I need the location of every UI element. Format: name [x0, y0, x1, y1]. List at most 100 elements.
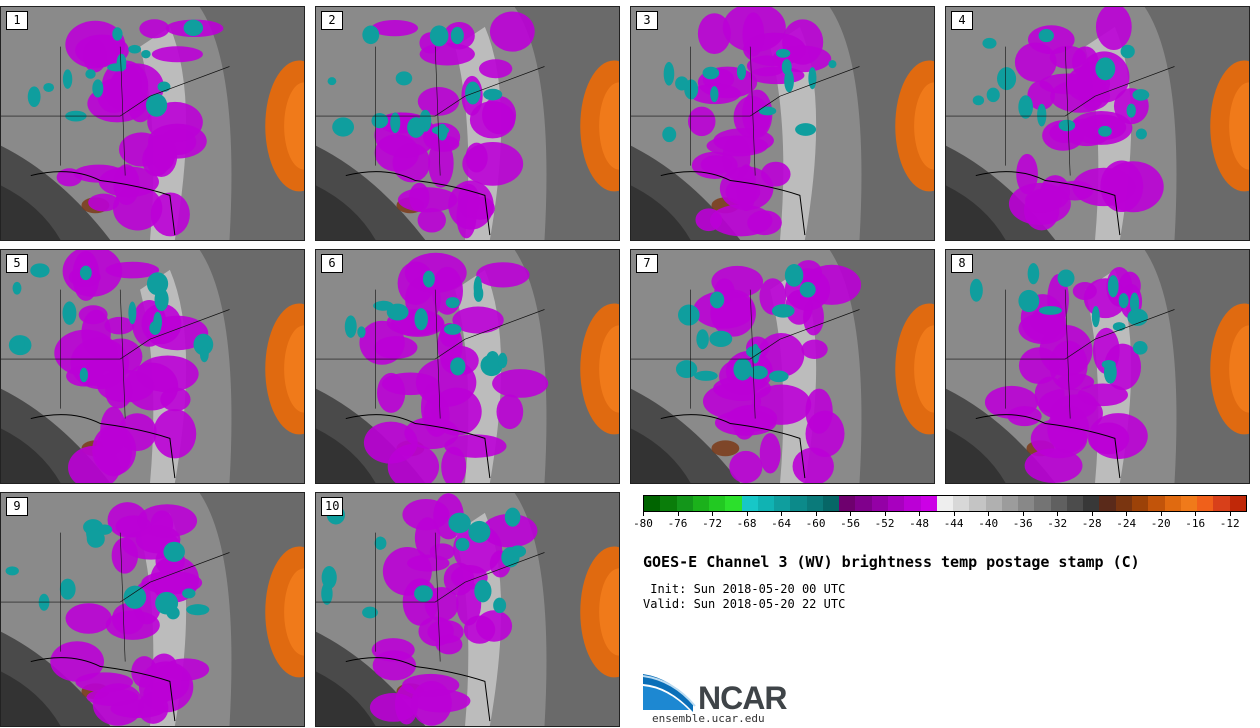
- valid-time: Valid: Sun 2018-05-20 22 UTC: [643, 597, 846, 611]
- init-time: Init: Sun 2018-05-20 00 UTC: [643, 582, 846, 596]
- satellite-image: [316, 250, 619, 483]
- colorbar-swatch: [741, 496, 758, 511]
- satellite-image: [1, 493, 304, 726]
- colorbar-tick-label: -80: [633, 517, 653, 530]
- satellite-image: [316, 493, 619, 726]
- colorbar-swatch: [1197, 496, 1214, 511]
- colorbar-swatch: [644, 496, 661, 511]
- satellite-image: [1, 7, 304, 240]
- panel-number: 1: [6, 11, 28, 30]
- colorbar-tick-label: -16: [1185, 517, 1206, 530]
- colorbar-tick-label: -24: [1116, 517, 1137, 530]
- colorbar-swatch: [1083, 496, 1100, 511]
- colorbar-swatch: [855, 496, 872, 511]
- logo-url: ensemble.ucar.edu: [652, 712, 765, 725]
- colorbar: [643, 495, 1247, 512]
- colorbar-tick: [988, 512, 990, 516]
- panel-number: 5: [6, 254, 28, 273]
- colorbar-tick-label: -60: [805, 517, 826, 530]
- colorbar-tick: [919, 512, 921, 516]
- satellite-image: [946, 7, 1249, 240]
- colorbar-swatch: [871, 496, 888, 511]
- colorbar-tick: [953, 512, 955, 516]
- colorbar-tick: [884, 512, 886, 516]
- colorbar-tick: [1160, 512, 1162, 516]
- colorbar-swatch: [1148, 496, 1165, 511]
- postage-stamp-panel-2: 2: [315, 6, 620, 241]
- colorbar-swatch: [790, 496, 807, 511]
- postage-stamp-panel-9: 9: [0, 492, 305, 727]
- colorbar-swatch: [887, 496, 905, 511]
- colorbar-swatch: [936, 496, 954, 511]
- panel-number: 4: [951, 11, 973, 30]
- colorbar-swatch: [1213, 496, 1230, 511]
- colorbar-swatch: [969, 496, 986, 511]
- ncar-logo-icon: [643, 674, 696, 712]
- panel-number: 2: [321, 11, 343, 30]
- colorbar-swatch: [806, 496, 823, 511]
- colorbar-tick-label: -44: [943, 517, 964, 530]
- colorbar-tick-label: -20: [1150, 517, 1171, 530]
- satellite-image: [1, 250, 304, 483]
- colorbar-swatch: [774, 496, 791, 511]
- colorbar-swatch: [1034, 496, 1051, 511]
- panel-number: 9: [6, 497, 28, 516]
- logo-wordmark: NCAR: [698, 680, 787, 716]
- colorbar-tick-label: -76: [667, 517, 688, 530]
- colorbar-swatch: [757, 496, 775, 511]
- colorbar-tick-label: -68: [736, 517, 757, 530]
- colorbar-tick: [815, 512, 817, 516]
- colorbar-swatch: [904, 496, 921, 511]
- colorbar-tick: [677, 512, 679, 516]
- panel-number: 8: [951, 254, 973, 273]
- colorbar-ticks: -80 -76 -72 -68 -64 -60 -56 -52 -48 -44 -40 -36 -32-…: [633, 512, 1247, 536]
- colorbar-tick-label: -32: [1047, 517, 1068, 530]
- colorbar-swatch: [1131, 496, 1149, 511]
- figure-title: GOES-E Channel 3 (WV) brightness temp po…: [643, 553, 1140, 571]
- colorbar-tick: [781, 512, 783, 516]
- colorbar-tick: [746, 512, 748, 516]
- panel-number: 6: [321, 254, 343, 273]
- colorbar-tick-label: -64: [771, 517, 791, 530]
- colorbar-swatch: [1099, 496, 1116, 511]
- panel-number: 3: [636, 11, 658, 30]
- colorbar-tick-label: -48: [909, 517, 930, 530]
- colorbar-tick-label: -72: [702, 517, 722, 530]
- colorbar-tick-label: -36: [1012, 517, 1033, 530]
- colorbar-tick-label: -12: [1219, 517, 1240, 530]
- panel-number: 7: [636, 254, 658, 273]
- colorbar-swatch: [725, 496, 742, 511]
- postage-stamp-panel-1: 1: [0, 6, 305, 241]
- postage-stamp-panel-6: 6: [315, 249, 620, 484]
- colorbar-swatch: [709, 496, 726, 511]
- colorbar-swatch: [676, 496, 693, 511]
- colorbar-swatch: [1229, 496, 1246, 511]
- postage-stamp-panel-4: 4: [945, 6, 1250, 241]
- colorbar-swatch: [953, 496, 970, 511]
- colorbar-swatch: [920, 496, 937, 511]
- colorbar-tick: [1126, 512, 1128, 516]
- postage-stamp-panel-3: 3: [630, 6, 935, 241]
- panel-number: 10: [321, 497, 344, 516]
- colorbar-swatch: [1180, 496, 1198, 511]
- colorbar-swatch: [660, 496, 677, 511]
- colorbar-tick: [712, 512, 714, 516]
- satellite-image: [316, 7, 619, 240]
- colorbar-tick-label: -28: [1081, 517, 1102, 530]
- colorbar-swatch: [1050, 496, 1067, 511]
- colorbar-tick: [643, 512, 644, 516]
- postage-stamp-panel-7: 7: [630, 249, 935, 484]
- colorbar-tick: [1091, 512, 1093, 516]
- satellite-image: [631, 7, 934, 240]
- colorbar-swatch: [839, 496, 856, 511]
- colorbar-tick: [1057, 512, 1059, 516]
- postage-stamp-panel-5: 5: [0, 249, 305, 484]
- colorbar-tick-label: -56: [840, 517, 861, 530]
- satellite-image: [631, 250, 934, 483]
- colorbar-swatch: [692, 496, 710, 511]
- colorbar-swatch: [1066, 496, 1084, 511]
- colorbar-tick-label: -40: [978, 517, 999, 530]
- colorbar-swatch: [822, 496, 840, 511]
- postage-stamp-panel-8: 8: [945, 249, 1250, 484]
- colorbar-tick: [850, 512, 852, 516]
